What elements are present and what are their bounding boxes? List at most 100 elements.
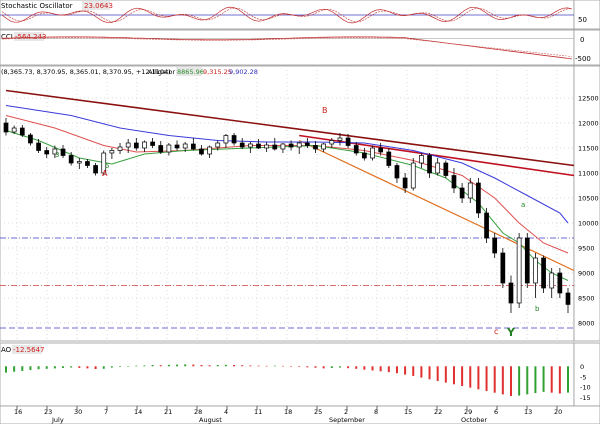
candle: [459, 183, 465, 203]
candle: [142, 140, 147, 152]
x-tick-label: 25: [314, 408, 322, 416]
candle: [174, 140, 180, 151]
cci-panel[interactable]: CCI -564.243 0 -500: [0, 29, 600, 66]
candle-body: [305, 142, 310, 146]
ao-y-axis: 0 -5 -10 -15: [580, 363, 591, 402]
ao-bar: [452, 366, 455, 385]
ao-bar: [379, 366, 382, 372]
ao-tick-label: 0: [580, 363, 584, 371]
candle: [313, 141, 318, 153]
candle: [280, 143, 286, 153]
candle: [305, 138, 310, 148]
ao-bar: [127, 366, 130, 367]
x-tick-label: 22: [434, 408, 442, 416]
ao-bar: [461, 366, 464, 386]
candle-body: [484, 212, 489, 239]
ao-bar: [518, 366, 521, 396]
ao-bar: [298, 366, 301, 367]
candle: [44, 147, 50, 158]
stochastic-d-line: [1, 7, 572, 23]
candle: [419, 153, 424, 168]
ao-bar: [78, 366, 81, 368]
ao-bar: [567, 366, 569, 393]
ao-bar: [192, 364, 195, 367]
ao-value: -12.5647: [13, 346, 44, 354]
candle: [329, 138, 335, 148]
ao-bar: [273, 365, 276, 367]
ao-bar: [102, 366, 105, 369]
candle-body: [533, 257, 538, 284]
ao-bar: [5, 366, 7, 373]
price-panel[interactable]: (8,365.73, 8,370.95, 8,365.01, 8,370.95,…: [0, 65, 600, 342]
stochastic-k-line: [1, 6, 572, 24]
x-tick-label: 15: [404, 408, 412, 416]
ao-bar: [477, 366, 480, 390]
candle: [231, 133, 237, 146]
candle-body: [231, 135, 237, 144]
ao-bar: [241, 365, 244, 367]
candle: [443, 160, 449, 178]
candle-body: [353, 145, 359, 154]
candle: [93, 163, 98, 176]
candle-body: [288, 143, 294, 148]
ao-panel[interactable]: AO -12.5647 0 -5 -10 -15: [0, 342, 600, 407]
candle-body: [247, 143, 253, 148]
ao-bar: [387, 366, 390, 373]
x-month-label: September: [329, 416, 365, 424]
ao-bar: [485, 366, 488, 392]
candle-body: [467, 182, 473, 199]
candle-body: [459, 187, 465, 199]
candle: [435, 158, 441, 176]
y-tick-label: 8000: [578, 320, 595, 328]
y-tick-label: 12500: [578, 95, 599, 103]
candle: [557, 268, 563, 298]
wave-label-c: c: [494, 327, 498, 336]
y-tick-label: 9000: [578, 270, 595, 278]
candle-body: [476, 182, 481, 214]
candle: [484, 208, 489, 243]
candle-body: [11, 127, 17, 133]
stochastic-tick-50: 50: [578, 16, 587, 24]
x-tick-label: 6: [494, 408, 498, 416]
ao-bar: [184, 364, 187, 367]
ao-bar: [62, 366, 65, 368]
ao-bar: [159, 365, 162, 367]
x-tick-label: 29: [464, 408, 472, 416]
ao-bar: [135, 365, 138, 367]
ao-bar: [208, 365, 211, 367]
ao-bar: [550, 366, 553, 393]
candle-body: [419, 155, 424, 164]
cci-signal-line: [1, 37, 572, 57]
ao-bar: [249, 365, 252, 367]
candle-body: [166, 144, 172, 153]
alligator-jaw-value: 9,902.28: [229, 68, 258, 76]
x-tick-label: 4: [224, 408, 228, 416]
candle-body: [500, 252, 506, 284]
candle: [239, 138, 245, 149]
candle: [345, 134, 351, 148]
alligator-teeth-line: [5, 115, 569, 254]
candle: [451, 168, 457, 193]
x-tick-label: 23: [44, 408, 52, 416]
wave-label-A: A: [102, 169, 108, 178]
ao-bar: [53, 366, 56, 369]
candle: [288, 140, 294, 151]
candle: [500, 248, 506, 288]
candle: [199, 145, 204, 156]
x-tick-label: 16: [14, 408, 22, 416]
ao-bar: [395, 366, 398, 374]
candle-body: [272, 144, 278, 150]
stochastic-panel[interactable]: Stochastic Oscillator 23.0643 50: [0, 0, 600, 30]
x-tick-label: 13: [524, 408, 532, 416]
x-tick-label: 20: [554, 408, 562, 416]
candle-body: [492, 237, 498, 254]
candle-body: [3, 122, 9, 133]
candle-body: [451, 175, 457, 189]
candle-body: [402, 177, 408, 189]
ao-tick-label: -10: [580, 384, 591, 392]
x-tick-label: 2: [344, 408, 348, 416]
candle-body: [394, 165, 400, 179]
candle: [215, 140, 221, 151]
